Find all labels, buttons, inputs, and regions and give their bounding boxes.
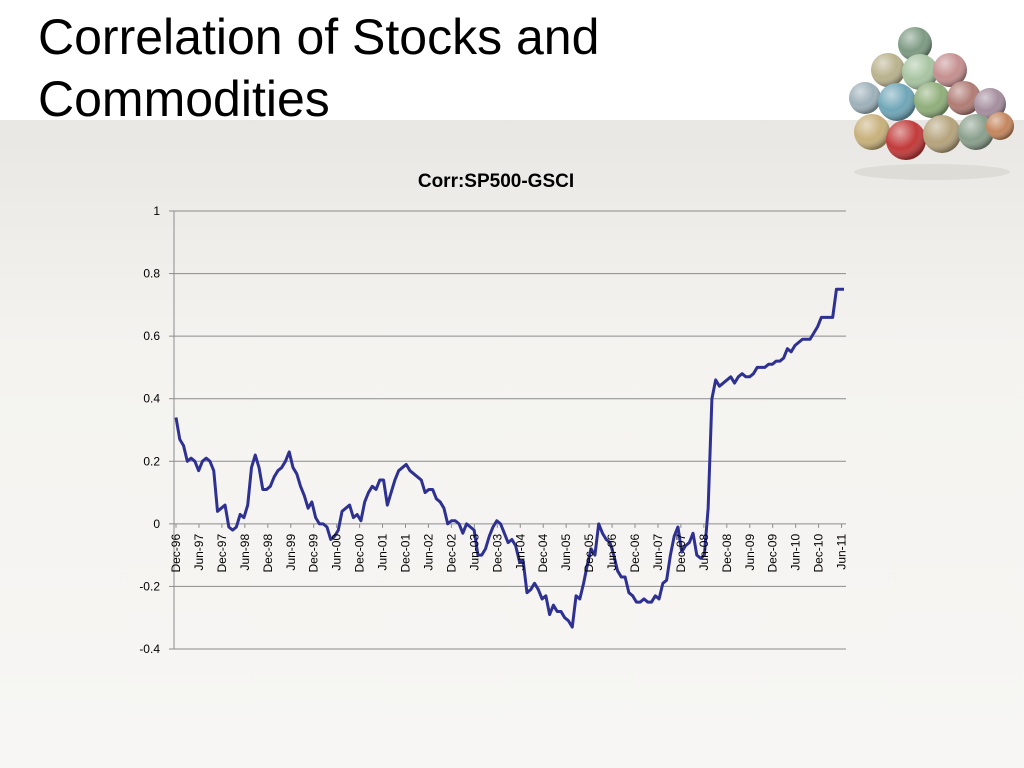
x-tick-label: Dec-96 <box>169 534 183 573</box>
x-tick-label: Dec-09 <box>766 534 780 573</box>
x-axis-tick-labels: Dec-96 Jun-97 Dec-97 Jun-98 Dec-98 Jun-99 Dec-… <box>169 523 849 573</box>
y-tick-label: 0.8 <box>143 267 160 281</box>
y-tick-label: -0.4 <box>139 642 160 656</box>
x-tick-label: Dec-04 <box>536 534 550 573</box>
x-tick-label: Jun-04 <box>513 534 527 571</box>
x-tick-label: Dec-99 <box>307 534 321 573</box>
x-tick-label: Dec-08 <box>720 534 734 573</box>
x-tick-label: Dec-05 <box>582 534 596 573</box>
x-tick-label: Jun-03 <box>467 534 481 571</box>
y-tick-label: 0 <box>153 517 160 531</box>
x-tick-label: Jun-00 <box>330 534 344 571</box>
x-tick-label: Jun-01 <box>376 534 390 571</box>
x-tick-label: Jun-10 <box>789 534 803 571</box>
x-tick-label: Dec-03 <box>490 534 504 573</box>
gridlines <box>169 210 846 650</box>
y-tick-label: -0.2 <box>139 579 160 593</box>
x-tick-label: Jun-02 <box>421 534 435 571</box>
y-tick-label: 0.4 <box>143 392 160 406</box>
currency-balls-image <box>849 27 1014 180</box>
y-axis-tick-labels: -0.4 -0.2 0 0.2 0.4 0.6 0.8 1 <box>139 204 160 656</box>
y-tick-label: 1 <box>153 204 160 218</box>
x-tick-label: Dec-97 <box>215 534 229 573</box>
slide-background <box>0 120 1024 768</box>
x-tick-label: Jun-05 <box>559 534 573 571</box>
x-tick-label: Dec-07 <box>674 534 688 573</box>
x-tick-label: Jun-98 <box>238 534 252 571</box>
x-tick-label: Dec-10 <box>812 534 826 573</box>
series-line-sp500-gsci <box>174 287 844 629</box>
chart-title: Corr:SP500-GSCI <box>418 171 574 192</box>
slide-title: Correlation of Stocks and Commodities <box>38 6 798 130</box>
x-tick-label: Jun-11 <box>835 534 849 570</box>
x-tick-label: Jun-06 <box>605 534 619 571</box>
x-tick-label: Dec-01 <box>399 534 413 573</box>
x-tick-label: Dec-06 <box>628 534 642 573</box>
x-tick-label: Jun-99 <box>284 534 298 571</box>
x-tick-label: Jun-97 <box>192 534 206 571</box>
y-tick-label: 0.6 <box>143 329 160 343</box>
x-tick-label: Jun-07 <box>651 534 665 571</box>
x-tick-label: Jun-08 <box>697 534 711 571</box>
x-tick-label: Dec-00 <box>353 534 367 573</box>
x-tick-label: Dec-98 <box>261 534 275 573</box>
x-tick-label: Jun-09 <box>743 534 757 571</box>
x-tick-label: Dec-02 <box>444 534 458 573</box>
slide-title-line-2: Commodities <box>38 71 330 127</box>
slide-title-line-1: Correlation of Stocks and <box>38 9 600 65</box>
y-tick-label: 0.2 <box>143 454 160 468</box>
